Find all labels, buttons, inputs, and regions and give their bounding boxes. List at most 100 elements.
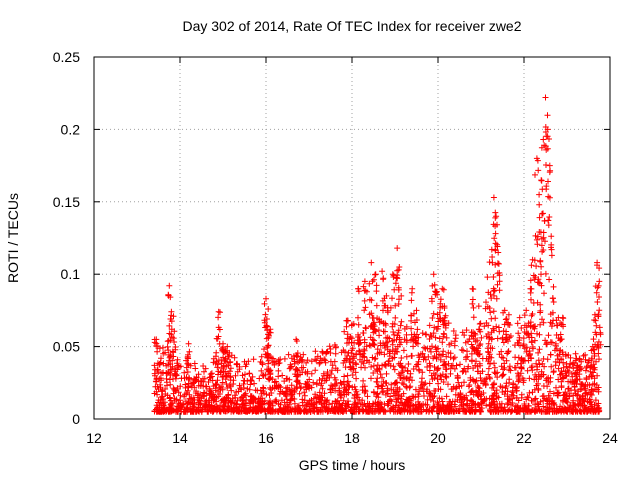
data-point xyxy=(474,392,481,399)
data-point xyxy=(430,330,437,337)
data-point xyxy=(242,390,249,397)
data-point xyxy=(514,320,521,327)
data-point xyxy=(559,375,566,382)
data-point xyxy=(267,384,273,391)
data-point xyxy=(275,408,282,415)
data-point xyxy=(371,323,378,330)
data-point xyxy=(374,350,381,357)
data-point xyxy=(382,320,389,327)
data-point xyxy=(537,258,544,265)
data-point xyxy=(596,278,603,285)
data-point xyxy=(163,407,170,414)
data-point xyxy=(521,329,528,335)
data-point xyxy=(263,316,270,322)
data-point xyxy=(398,318,405,325)
data-point xyxy=(247,397,254,404)
data-point xyxy=(349,347,355,354)
data-point xyxy=(534,233,541,240)
data-point xyxy=(521,312,528,319)
data-point xyxy=(443,353,450,360)
y-tick-labels: 0 0.05 0.1 0.15 0.2 0.25 xyxy=(53,49,80,427)
data-point xyxy=(219,386,226,393)
data-point xyxy=(483,299,489,306)
data-point xyxy=(169,363,176,370)
data-point xyxy=(287,364,294,371)
data-point xyxy=(469,376,476,383)
data-point xyxy=(334,367,341,374)
data-point xyxy=(565,369,572,376)
data-point xyxy=(543,162,549,168)
data-point xyxy=(396,402,403,409)
data-point xyxy=(265,360,272,367)
data-point xyxy=(206,387,213,394)
data-point xyxy=(434,325,441,332)
data-point xyxy=(285,351,292,358)
data-point xyxy=(450,355,457,362)
data-point xyxy=(230,381,237,387)
data-point xyxy=(547,311,554,318)
data-point xyxy=(535,349,542,356)
data-point xyxy=(377,371,384,378)
data-point xyxy=(164,343,171,350)
data-point xyxy=(246,370,253,377)
data-point xyxy=(369,354,376,361)
data-point xyxy=(391,408,398,415)
data-point xyxy=(547,339,554,346)
data-point xyxy=(293,378,300,385)
data-point xyxy=(350,353,356,360)
data-point xyxy=(275,400,282,407)
data-point xyxy=(453,384,460,391)
data-point xyxy=(485,371,492,378)
data-point xyxy=(344,403,350,410)
data-point xyxy=(577,396,584,403)
data-point xyxy=(392,302,399,309)
data-point xyxy=(261,397,268,404)
data-point xyxy=(202,365,209,372)
data-point xyxy=(532,171,538,178)
data-point xyxy=(541,290,547,297)
data-point xyxy=(494,270,501,277)
data-point xyxy=(229,395,236,402)
data-point xyxy=(508,408,514,415)
data-point xyxy=(414,326,421,333)
data-point xyxy=(196,408,203,415)
data-point xyxy=(382,328,388,335)
data-point xyxy=(361,353,368,360)
data-point xyxy=(476,360,483,367)
data-point xyxy=(540,229,547,236)
data-point xyxy=(495,394,502,401)
data-point xyxy=(442,361,449,368)
data-point xyxy=(213,381,220,388)
data-point xyxy=(219,379,226,386)
data-point xyxy=(159,387,166,394)
data-point xyxy=(323,349,330,356)
x-tick-label: 22 xyxy=(516,430,532,446)
data-point xyxy=(475,303,482,310)
data-point xyxy=(343,323,350,330)
data-point xyxy=(429,298,435,305)
data-point xyxy=(546,162,553,169)
data-point xyxy=(457,393,464,400)
data-point xyxy=(475,401,482,408)
data-point xyxy=(462,368,469,375)
x-tick-label: 18 xyxy=(344,430,360,446)
data-point xyxy=(403,375,410,382)
data-point xyxy=(593,358,599,365)
data-point xyxy=(372,355,379,362)
data-point xyxy=(536,406,543,413)
data-point xyxy=(156,360,163,367)
data-point xyxy=(154,383,161,390)
data-point xyxy=(372,405,379,412)
data-point xyxy=(468,332,475,339)
data-point xyxy=(202,403,209,410)
data-point xyxy=(463,354,469,361)
data-point xyxy=(517,342,523,349)
data-point xyxy=(439,339,446,346)
data-point xyxy=(318,393,325,399)
data-point xyxy=(238,394,245,401)
data-point xyxy=(370,362,377,369)
data-point xyxy=(228,387,235,394)
x-axis-title: GPS time / hours xyxy=(299,457,406,473)
data-point xyxy=(272,398,278,405)
